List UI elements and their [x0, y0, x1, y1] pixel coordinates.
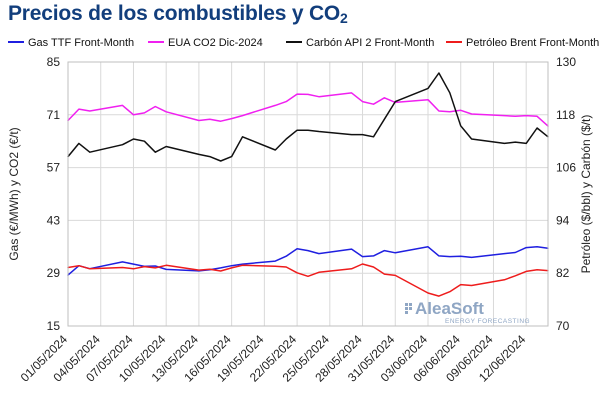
- y-right-tick-label: 106: [556, 161, 576, 175]
- y-left-tick-label: 43: [47, 213, 61, 227]
- y-left-axis-title: Gas (€/MWh) y CO2 (€/t): [7, 127, 21, 260]
- series-line-gas-ttf-front-month: [67, 246, 549, 276]
- watermark-tagline: ENERGY FORECASTING: [445, 318, 530, 325]
- legend-label-gas-ttf-front-month: Gas TTF Front-Month: [28, 37, 134, 49]
- legend: Gas TTF Front-Month EUA CO2 Dic-2024 Carbó…: [8, 37, 599, 49]
- plot-area-frame: [67, 61, 549, 327]
- y-left-tick-label: 57: [47, 161, 61, 175]
- aleasoft-logo: AleaSoft ENERGY FORECASTING: [405, 299, 530, 325]
- y-right-tick-label: 70: [556, 319, 570, 333]
- y-left-tick-label: 29: [47, 266, 61, 280]
- watermark-brand: AleaSoft: [415, 299, 484, 318]
- y-right-axis-title: Petróleo ($/bbl) y Carbón ($/t): [579, 115, 593, 274]
- grid-lines: [67, 61, 548, 327]
- series-line-carbon-api-2-front-month: [67, 72, 549, 162]
- series-line-eua-co2-dic-2024: [67, 92, 549, 127]
- aleasoft-logo-icon: [405, 303, 412, 314]
- series-line-petroleo-brent-front-month: [67, 263, 549, 297]
- y-left-tick-label: 85: [47, 55, 61, 69]
- y-right-tick-label: 118: [556, 108, 575, 122]
- axes: 15294357718570829410611813001/05/202404/…: [7, 55, 593, 385]
- legend-label-eua-co2-dic-2024: EUA CO2 Dic-2024: [168, 37, 263, 49]
- legend-label-petroleo-brent-front-month: Petróleo Brent Front-Month: [466, 37, 599, 49]
- series-lines: [67, 72, 549, 297]
- y-right-tick-label: 82: [556, 266, 570, 280]
- y-right-tick-label: 130: [556, 55, 576, 69]
- y-left-tick-label: 15: [47, 319, 61, 333]
- y-left-tick-label: 71: [47, 108, 61, 122]
- legend-label-carbon-api-2-front-month: Carbón API 2 Front-Month: [306, 37, 434, 49]
- chart-title: Precios de los combustibles y CO2: [8, 2, 348, 26]
- y-right-tick-label: 94: [556, 213, 570, 227]
